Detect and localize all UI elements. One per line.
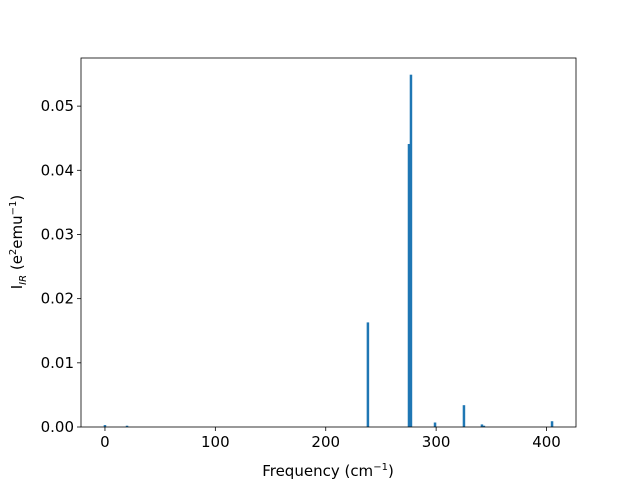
y-label-part: emu: [8, 215, 26, 248]
y-tick-label: 0.02: [41, 290, 74, 308]
bar: [550, 421, 554, 427]
x-tick-label: 100: [201, 433, 230, 451]
y-label-sup: −1: [8, 201, 19, 216]
x-label-part: Frequency (cm: [262, 462, 373, 480]
y-label-sup: 2: [8, 249, 19, 255]
bar: [125, 425, 129, 427]
x-axis-label: Frequency (cm−1): [262, 462, 394, 480]
x-tick-label: 200: [311, 433, 340, 451]
bar: [480, 424, 484, 427]
bar: [366, 322, 370, 427]
x-tick-label: 400: [532, 433, 561, 451]
x-tick-label: 300: [422, 433, 451, 451]
bar: [407, 143, 411, 427]
bar: [462, 405, 466, 427]
y-label-part: (e: [8, 255, 26, 275]
bar: [409, 74, 413, 428]
x-label-part: ): [388, 462, 394, 480]
y-tick-label: 0.05: [41, 97, 74, 115]
bar: [482, 425, 486, 427]
plot-frame: [80, 57, 577, 428]
y-label-part: I: [8, 285, 26, 289]
y-tick-label: 0.03: [41, 225, 74, 243]
bar: [433, 422, 437, 427]
bar: [103, 425, 107, 427]
y-label-part: ): [8, 195, 26, 201]
y-tick-label: 0.00: [41, 418, 74, 436]
y-axis-label: IIR (e2emu−1): [8, 195, 29, 290]
x-label-sup: −1: [373, 462, 388, 473]
y-tick-label: 0.01: [41, 354, 74, 372]
x-tick-label: 0: [100, 433, 110, 451]
y-label-sub: IR: [18, 275, 29, 285]
y-tick-label: 0.04: [41, 161, 74, 179]
